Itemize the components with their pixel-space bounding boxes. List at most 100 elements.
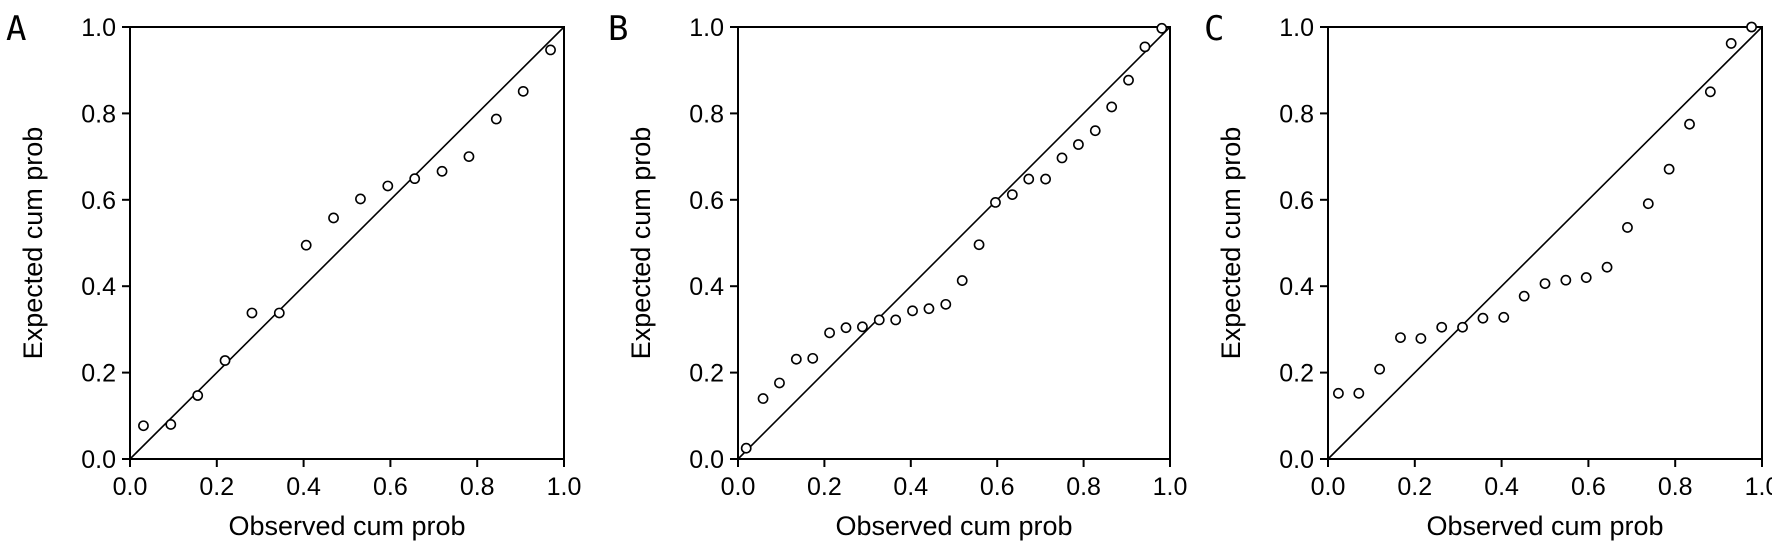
x-tick-label: 0.8 bbox=[460, 473, 495, 501]
y-tick-label: 1.0 bbox=[689, 14, 724, 42]
panel-label: C bbox=[1204, 9, 1224, 49]
data-point bbox=[382, 180, 394, 192]
data-point bbox=[1415, 333, 1427, 344]
data-point bbox=[1622, 222, 1633, 233]
x-tick-label: 1.0 bbox=[547, 473, 582, 501]
x-tick-label: 0.2 bbox=[199, 473, 234, 501]
x-tick-label: 0.0 bbox=[1311, 473, 1346, 501]
data-point bbox=[1006, 189, 1018, 201]
chart-panel-a: A 0.0 0.2 0.4 0.6 0.8 1.0 0.0 0.2 0.4 0.6 0.8 1.0 Obs… bbox=[6, 9, 581, 541]
data-point bbox=[300, 239, 312, 251]
data-point bbox=[973, 239, 985, 251]
data-point bbox=[1704, 86, 1716, 98]
data-point bbox=[1333, 387, 1344, 399]
data-point bbox=[1560, 274, 1572, 286]
data-point bbox=[545, 44, 556, 56]
x-tick-label: 0.4 bbox=[1484, 473, 1519, 501]
data-point bbox=[517, 85, 529, 97]
y-tick-label: 0.2 bbox=[81, 360, 116, 388]
data-point bbox=[1089, 125, 1101, 137]
data-point bbox=[409, 173, 421, 185]
data-point bbox=[219, 355, 231, 366]
data-point bbox=[956, 275, 968, 286]
x-axis-title: Observed cum prob bbox=[1426, 511, 1663, 541]
y-tick-label: 0.8 bbox=[81, 100, 116, 128]
y-tick-label: 0.6 bbox=[1279, 187, 1314, 215]
data-point bbox=[940, 298, 952, 310]
data-point bbox=[246, 307, 258, 319]
data-point bbox=[1353, 387, 1365, 399]
data-point bbox=[1539, 278, 1551, 290]
y-tick-label: 0.6 bbox=[81, 187, 116, 215]
y-tick-label: 0.0 bbox=[81, 446, 116, 474]
data-point bbox=[273, 307, 285, 319]
reference-line bbox=[1327, 26, 1763, 460]
data-point bbox=[463, 151, 475, 162]
data-point bbox=[490, 113, 502, 125]
data-point bbox=[923, 303, 935, 315]
data-point bbox=[1395, 332, 1406, 344]
x-tick-label: 0.0 bbox=[721, 473, 756, 501]
x-tick-label: 0.6 bbox=[373, 473, 408, 501]
panel-label: A bbox=[6, 9, 26, 49]
data-point bbox=[1073, 139, 1084, 150]
y-tick-label: 0.8 bbox=[1279, 100, 1314, 128]
data-point bbox=[1580, 272, 1592, 283]
y-axis-title: Expected cum prob bbox=[1216, 127, 1246, 360]
y-tick-label: 0.0 bbox=[689, 446, 724, 474]
y-tick-label: 1.0 bbox=[81, 14, 116, 42]
x-tick-label: 0.4 bbox=[893, 473, 928, 501]
data-point bbox=[790, 353, 802, 365]
data-point bbox=[1106, 101, 1118, 113]
data-point bbox=[990, 196, 1001, 208]
data-point bbox=[1746, 21, 1757, 33]
data-point bbox=[774, 377, 785, 389]
data-point bbox=[890, 314, 902, 326]
x-axis-title: Observed cum prob bbox=[228, 511, 465, 541]
data-point bbox=[1663, 163, 1675, 175]
data-point bbox=[1457, 321, 1468, 333]
x-tick-label: 1.0 bbox=[1745, 473, 1772, 501]
chart-panel-b: B 0.0 0.2 0.4 0.6 0.8 1.0 0.0 0.2 0.4 0.6 0.8 1.0 Obs… bbox=[608, 9, 1187, 541]
reference-line bbox=[737, 26, 1171, 460]
data-point bbox=[740, 442, 752, 454]
reference-line bbox=[129, 26, 565, 460]
data-point bbox=[824, 327, 835, 339]
x-tick-label: 0.4 bbox=[286, 473, 321, 501]
x-tick-label: 0.6 bbox=[1571, 473, 1606, 501]
data-point bbox=[907, 305, 918, 317]
chart-panel-c: C 0.0 0.2 0.4 0.6 0.8 1.0 0.0 0.2 0.4 0.6 0.8 1.0 Obs… bbox=[1204, 9, 1772, 541]
x-tick-label: 0.6 bbox=[980, 473, 1015, 501]
panel-label: B bbox=[608, 9, 628, 49]
data-point bbox=[1684, 118, 1695, 130]
data-point bbox=[857, 321, 868, 333]
data-point bbox=[1642, 198, 1654, 210]
data-point bbox=[192, 390, 204, 401]
data-point bbox=[328, 212, 339, 224]
x-tick-label: 0.2 bbox=[1397, 473, 1432, 501]
data-point bbox=[1040, 173, 1051, 185]
x-tick-label: 0.2 bbox=[807, 473, 842, 501]
data-point bbox=[1139, 41, 1151, 53]
data-point bbox=[1374, 363, 1386, 375]
data-point bbox=[436, 165, 448, 177]
x-tick-label: 0.8 bbox=[1066, 473, 1101, 501]
y-tick-label: 0.0 bbox=[1279, 446, 1314, 474]
data-point bbox=[165, 419, 177, 430]
y-axis-title: Expected cum prob bbox=[18, 127, 48, 360]
x-tick-label: 1.0 bbox=[1153, 473, 1188, 501]
y-tick-label: 0.4 bbox=[1279, 273, 1314, 301]
data-point bbox=[355, 193, 366, 205]
y-axis-title: Expected cum prob bbox=[626, 127, 656, 360]
plot-frame bbox=[129, 26, 565, 460]
data-point bbox=[757, 393, 769, 404]
data-point bbox=[1601, 261, 1613, 273]
plot-frame bbox=[737, 26, 1171, 460]
y-tick-label: 0.6 bbox=[689, 187, 724, 215]
data-point bbox=[1518, 290, 1530, 302]
data-point bbox=[138, 420, 149, 432]
data-point bbox=[1123, 74, 1134, 86]
data-point bbox=[1725, 38, 1737, 49]
